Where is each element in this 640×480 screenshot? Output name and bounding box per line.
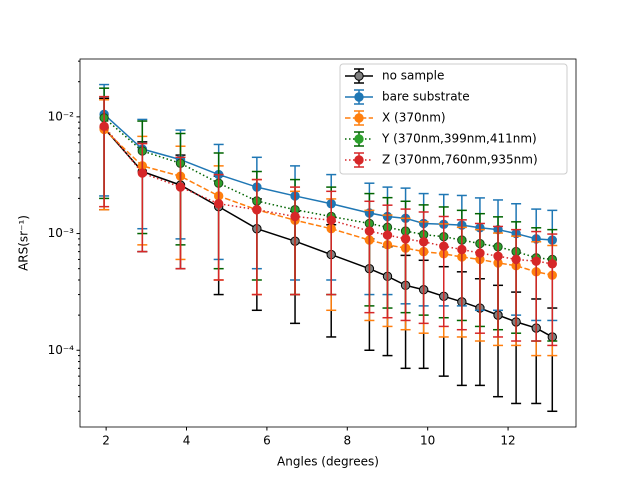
marker — [326, 215, 336, 225]
marker — [364, 226, 375, 236]
x-tick-label: 6 — [263, 434, 271, 448]
y-tick-label: 10⁻² — [48, 109, 75, 123]
axes-frame — [79, 58, 577, 428]
y-axis-label: ARS(sr⁻¹) — [17, 215, 31, 271]
legend-marker — [354, 155, 364, 165]
marker — [511, 254, 521, 265]
legend-label: Y (370nm,399nm,411nm) — [381, 132, 537, 146]
marker — [382, 230, 393, 240]
x-axis-label: Angles (degrees) — [277, 455, 379, 469]
x-tick-label: 4 — [183, 434, 191, 448]
x-tick-label: 8 — [343, 434, 351, 448]
marker — [137, 168, 148, 178]
legend-marker — [354, 92, 364, 102]
marker — [418, 237, 429, 247]
marker — [290, 211, 300, 222]
x-tick-label: 10 — [420, 434, 435, 448]
marker — [99, 121, 109, 131]
marker — [457, 244, 467, 255]
legend-marker — [354, 71, 364, 81]
marker — [400, 234, 411, 244]
marker — [547, 259, 557, 269]
marker — [213, 199, 224, 209]
marker — [493, 251, 503, 261]
marker — [531, 256, 541, 266]
x-tick-label: 2 — [102, 434, 110, 448]
legend-marker — [354, 113, 364, 123]
legend-box — [339, 63, 568, 175]
legend-marker — [354, 134, 364, 144]
x-tick-label: 12 — [500, 434, 515, 448]
y-tick-label: 10⁻³ — [48, 226, 75, 240]
marker — [475, 248, 485, 258]
series-line — [103, 128, 553, 276]
legend-label: X (370nm) — [382, 111, 446, 125]
marker — [175, 182, 186, 192]
marker — [439, 241, 449, 251]
legend-label: bare substrate — [382, 90, 470, 104]
y-tick-label: 10⁻⁴ — [48, 343, 75, 357]
legend-label: no sample — [382, 69, 444, 83]
plot-area — [99, 83, 558, 413]
legend-label: Z (370nm,760nm,935nm) — [382, 153, 538, 167]
marker — [252, 205, 262, 215]
